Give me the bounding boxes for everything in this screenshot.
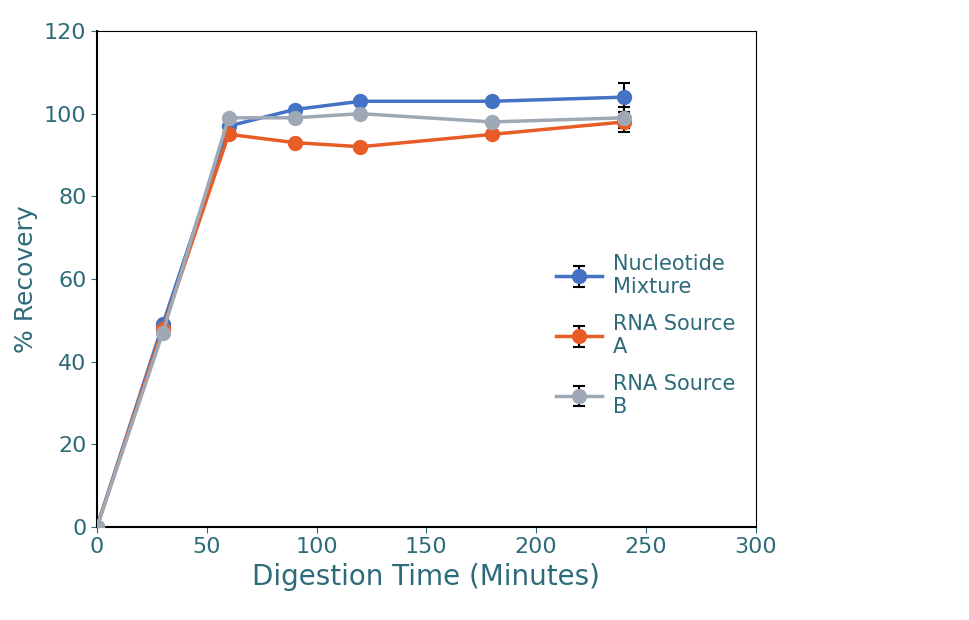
X-axis label: Digestion Time (Minutes): Digestion Time (Minutes): [252, 563, 601, 591]
Legend: Nucleotide
Mixture, RNA Source
A, RNA Source
B: Nucleotide Mixture, RNA Source A, RNA So…: [546, 244, 745, 427]
Y-axis label: % Recovery: % Recovery: [15, 205, 39, 353]
